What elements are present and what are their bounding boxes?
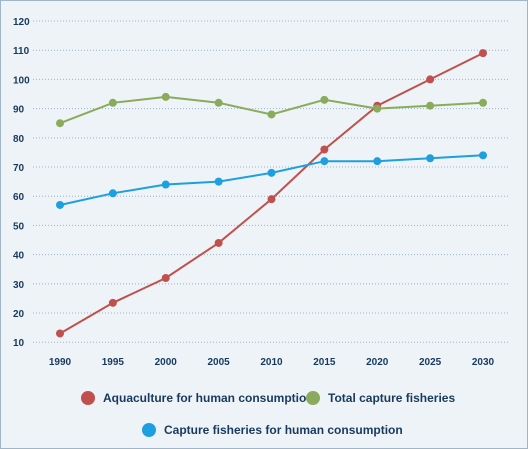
data-point (108, 298, 117, 307)
legend-label: Total capture fisheries (328, 391, 455, 405)
data-point (267, 168, 276, 177)
y-tick-label: 60 (13, 192, 25, 203)
data-point (108, 189, 117, 198)
legend-marker (306, 391, 320, 405)
y-tick-label: 30 (13, 280, 25, 291)
data-point (479, 49, 487, 58)
data-point (161, 92, 170, 101)
series-line-1 (59, 52, 484, 335)
data-point (479, 151, 487, 160)
data-point (161, 180, 170, 189)
x-tick-label: 2030 (472, 357, 495, 368)
data-point (161, 273, 170, 282)
y-tick-label: 110 (13, 46, 30, 57)
y-tick-label: 100 (13, 75, 30, 86)
x-tick-label: 2010 (260, 357, 283, 368)
y-tick-label: 40 (13, 251, 25, 262)
data-point (426, 154, 435, 163)
data-point (479, 98, 487, 107)
y-tick-label: 70 (13, 163, 25, 174)
x-tick-label: 2015 (313, 357, 336, 368)
y-axis: 10 20 30 40 50 60 70 80 90 100 110 120 (13, 17, 30, 349)
data-point (267, 110, 276, 119)
y-tick-label: 10 (13, 338, 25, 349)
x-tick-label: 1990 (49, 357, 72, 368)
data-point (426, 101, 435, 110)
data-point (373, 157, 382, 166)
x-tick-label: 2025 (419, 357, 442, 368)
x-tick-label: 2020 (366, 357, 389, 368)
data-point (373, 104, 382, 113)
x-tick-label: 2005 (208, 357, 231, 368)
legend-label: Capture fisheries for human consumption (164, 423, 403, 437)
y-tick-label: 50 (13, 221, 25, 232)
legend-label: Aquaculture for human consumption (103, 391, 314, 405)
legend: Aquaculture for human consumption Total c… (81, 391, 455, 437)
data-point (214, 177, 223, 186)
y-tick-label: 90 (13, 105, 25, 116)
x-tick-label: 2000 (155, 357, 178, 368)
data-point (320, 157, 329, 166)
data-point (56, 119, 64, 128)
x-tick-label: 1995 (102, 357, 125, 368)
data-point (214, 98, 223, 107)
series-line-2 (59, 95, 484, 125)
x-axis: 1990 1995 2000 2005 2010 2015 2020 2025 2030 (49, 357, 495, 368)
legend-marker (142, 423, 156, 437)
series-layer (56, 49, 487, 338)
data-point (56, 200, 64, 209)
y-tick-label: 20 (13, 309, 25, 320)
y-tick-label: 80 (13, 134, 25, 145)
data-point (214, 238, 223, 247)
data-point (320, 95, 329, 104)
grid-lines (33, 20, 509, 343)
data-point (108, 98, 117, 107)
data-point (426, 75, 435, 84)
y-tick-label: 120 (13, 17, 30, 28)
data-point (267, 195, 276, 204)
data-point (56, 329, 64, 338)
legend-marker (81, 391, 95, 405)
data-point (320, 145, 329, 154)
